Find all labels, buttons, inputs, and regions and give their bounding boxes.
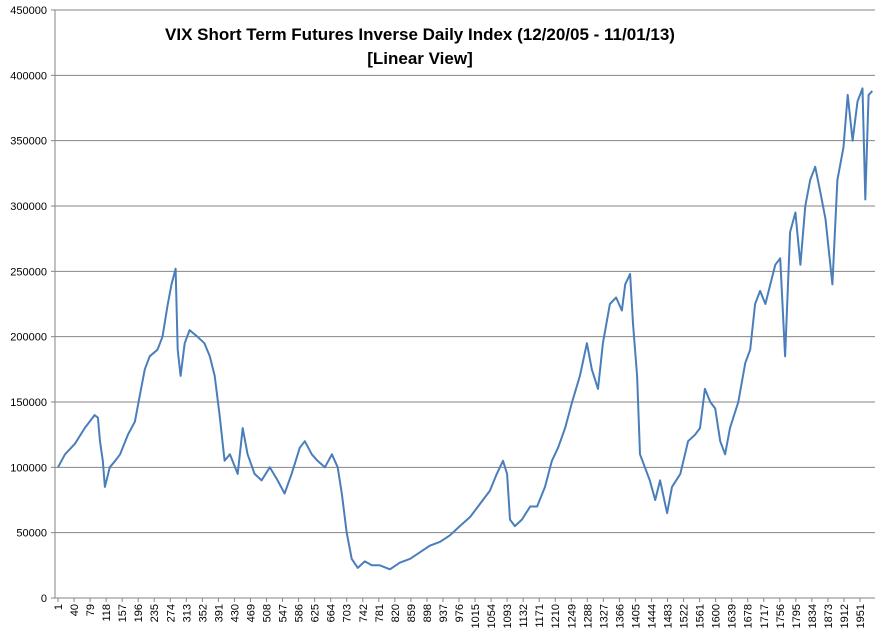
x-tick-label: 820 xyxy=(390,604,402,622)
x-tick-label: 1210 xyxy=(550,604,562,628)
x-tick-label: 1327 xyxy=(598,604,610,628)
x-tick-label: 742 xyxy=(358,604,370,622)
y-tick-label: 50000 xyxy=(16,528,47,540)
x-tick-label: 1405 xyxy=(630,604,642,628)
x-tick-label: 781 xyxy=(374,604,386,622)
x-tick-label: 859 xyxy=(406,604,418,622)
x-tick-label: 664 xyxy=(326,604,338,622)
x-tick-label: 352 xyxy=(197,604,209,622)
x-tick-label: 1756 xyxy=(775,604,787,628)
x-tick-label: 196 xyxy=(133,604,145,622)
x-tick-label: 547 xyxy=(278,604,290,622)
y-tick-label: 150000 xyxy=(10,397,47,409)
x-tick-label: 1093 xyxy=(502,604,514,628)
y-tick-label: 0 xyxy=(41,593,47,605)
y-tick-label: 200000 xyxy=(10,332,47,344)
y-tick-label: 250000 xyxy=(10,266,47,278)
x-tick-label: 1639 xyxy=(727,604,739,628)
x-tick-label: 976 xyxy=(454,604,466,622)
x-tick-label: 1834 xyxy=(807,604,819,628)
x-tick-label: 1522 xyxy=(679,604,691,628)
data-line xyxy=(57,87,874,571)
x-tick-label: 274 xyxy=(165,604,177,622)
x-tick-label: 508 xyxy=(262,604,274,622)
x-tick-label: 118 xyxy=(101,604,113,622)
x-tick-label: 1717 xyxy=(759,604,771,628)
x-tick-label: 391 xyxy=(213,604,225,622)
y-tick-label: 300000 xyxy=(10,201,47,213)
x-tick-label: 1015 xyxy=(470,604,482,628)
x-tick-label: 469 xyxy=(245,604,257,622)
x-tick-label: 1678 xyxy=(743,604,755,628)
x-tick-label: 1444 xyxy=(646,604,658,628)
x-tick-label: 235 xyxy=(149,604,161,622)
x-tick-label: 1132 xyxy=(518,604,530,628)
x-tick-label: 40 xyxy=(69,604,81,616)
x-tick-label: 1483 xyxy=(663,604,675,628)
x-tick-label: 157 xyxy=(117,604,129,622)
x-tick-label: 625 xyxy=(310,604,322,622)
y-tick-label: 350000 xyxy=(10,136,47,148)
x-tick-label: 1873 xyxy=(823,604,835,628)
x-tick-label: 586 xyxy=(294,604,306,622)
chart-title: VIX Short Term Futures Inverse Daily Ind… xyxy=(165,25,675,44)
x-tick-label: 1366 xyxy=(614,604,626,628)
x-tick-label: 1249 xyxy=(566,604,578,628)
y-tick-label: 450000 xyxy=(10,5,47,17)
y-tick-label: 100000 xyxy=(10,462,47,474)
x-tick-label: 898 xyxy=(422,604,434,622)
x-tick-label: 1288 xyxy=(582,604,594,628)
x-tick-label: 1 xyxy=(53,604,65,610)
x-tick-label: 937 xyxy=(438,604,450,622)
chart-subtitle: [Linear View] xyxy=(367,49,473,68)
x-tick-label: 1912 xyxy=(839,604,851,628)
x-tick-label: 1795 xyxy=(791,604,803,628)
y-tick-label: 400000 xyxy=(10,70,47,82)
x-tick-label: 1054 xyxy=(486,604,498,628)
x-tick-label: 430 xyxy=(229,604,241,622)
x-tick-label: 79 xyxy=(85,604,97,616)
x-tick-label: 313 xyxy=(181,604,193,622)
x-tick-label: 1600 xyxy=(711,604,723,628)
x-tick-label: 1951 xyxy=(855,604,867,628)
x-tick-label: 703 xyxy=(342,604,354,622)
x-tick-label: 1561 xyxy=(695,604,707,628)
x-tick-label: 1171 xyxy=(534,604,546,628)
